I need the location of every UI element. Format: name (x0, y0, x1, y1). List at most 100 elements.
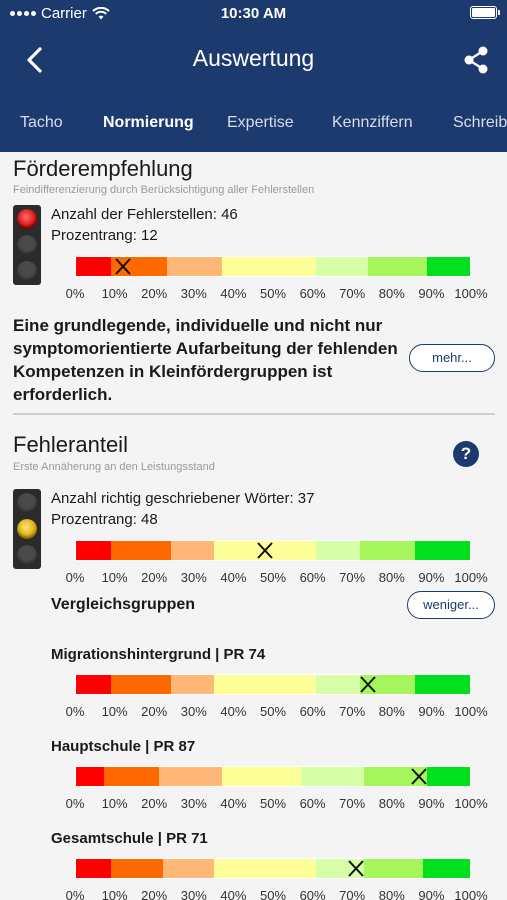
tick-label: 60% (299, 888, 326, 900)
tick-label: 10% (101, 796, 128, 811)
tick-label: 0% (65, 704, 85, 719)
tick-label: 20% (141, 704, 168, 719)
scale-segment (111, 541, 171, 560)
less-button[interactable]: weniger... (407, 591, 495, 619)
tick-label: 70% (339, 888, 366, 900)
section-subtitle-foerderempfehlung: Feindifferenzierung durch Berücksichtigu… (13, 184, 315, 196)
tick-label: 50% (259, 570, 287, 585)
tick-label: 60% (299, 286, 326, 301)
tab-bar: Tacho Normierung Expertise Kennziffern S… (0, 108, 507, 138)
battery-icon (470, 6, 500, 19)
fehlerstellen-count: Anzahl der Fehlerstellen: 46 (51, 206, 238, 223)
scale-segment (170, 541, 214, 560)
scale-segment (316, 541, 360, 560)
section-title-foerderempfehlung: Förderempfehlung (13, 156, 193, 181)
back-button[interactable] (18, 44, 52, 76)
scale-bar (75, 540, 471, 561)
tab-schreib[interactable]: Schreib (453, 114, 507, 131)
scale-bar (75, 256, 471, 277)
traffic-lamp-red (17, 493, 37, 513)
tick-label: 80% (378, 704, 405, 719)
divider (13, 413, 495, 415)
tick-label: 100% (454, 888, 488, 900)
scale-segment (170, 675, 214, 694)
scale-segment (300, 767, 364, 786)
page-title: Auswertung (192, 45, 315, 71)
tick-label: 60% (299, 704, 326, 719)
tick-label: 60% (299, 796, 326, 811)
tab-normierung[interactable]: Normierung (103, 114, 194, 131)
tick-label: 10% (101, 286, 128, 301)
tick-label: 90% (418, 704, 445, 719)
carrier-label: Carrier (41, 5, 87, 22)
scale-segment (316, 257, 368, 276)
tick-label: 40% (220, 888, 247, 900)
tab-kennziffern[interactable]: Kennziffern (332, 114, 413, 131)
tick-label: 100% (454, 796, 488, 811)
group-label-hauptschule: Hauptschule | PR 87 (51, 738, 196, 755)
tick-label: 20% (141, 888, 168, 900)
tick-label: 70% (339, 570, 366, 585)
scale-ticks: 0% 10% 20% 30% 40% 50% 60% 70% 80% 90% 100% (66, 286, 488, 301)
scale-segment (76, 257, 112, 276)
scale-segment (359, 541, 415, 560)
more-button[interactable]: mehr... (409, 344, 495, 372)
percentile-marker (257, 542, 273, 559)
tick-label: 30% (180, 286, 207, 301)
scale-segment (359, 675, 415, 694)
scale-segment (363, 859, 423, 878)
tick-label: 100% (454, 570, 488, 585)
scale-segment (166, 257, 222, 276)
scale-segment (426, 257, 470, 276)
scale-segment (213, 859, 317, 878)
scale-segment (76, 767, 104, 786)
scale-ticks: 0% 10% 20% 30% 40% 50% 60% 70% 80% 90% 100% (66, 570, 488, 585)
group-label-migration: Migrationshintergrund | PR 74 (51, 646, 266, 663)
traffic-light-icon (13, 205, 41, 285)
share-button[interactable] (461, 44, 491, 76)
header: Carrier 10:30 AM Auswertung Tacho Normie… (0, 0, 507, 152)
recommendation-text: Eine grundlegende, individuelle und nich… (13, 316, 398, 404)
tick-label: 50% (259, 286, 287, 301)
fehleranteil-prozentrang: Prozentrang: 48 (51, 511, 158, 528)
foerder-prozentrang: Prozentrang: 12 (51, 227, 158, 244)
tick-label: 40% (220, 286, 247, 301)
tick-label: 40% (220, 570, 247, 585)
tick-label: 10% (101, 570, 128, 585)
traffic-light-icon (13, 489, 41, 569)
tick-label: 0% (65, 286, 85, 301)
scale-ticks: 0% 10% 20% 30% 40% 50% 60% 70% 80% 90% 100% (66, 704, 488, 719)
main-content[interactable]: Förderempfehlung Feindifferenzierung dur… (0, 152, 507, 900)
scale-segment (367, 257, 427, 276)
tick-label: 0% (65, 888, 85, 900)
scale-segment (213, 675, 317, 694)
scale-bar (75, 674, 471, 695)
tick-label: 90% (418, 888, 445, 900)
traffic-lamp-yellow (17, 235, 37, 255)
traffic-lamp-red (17, 209, 37, 229)
tick-label: 80% (378, 796, 405, 811)
richtige-woerter-count: Anzahl richtig geschriebener Wörter: 37 (51, 490, 315, 507)
tick-label: 30% (180, 796, 207, 811)
foerder-info: Anzahl der Fehlerstellen: 46 Prozentrang… (51, 204, 238, 246)
tab-expertise[interactable]: Expertise (227, 114, 294, 131)
scale-segment (76, 675, 112, 694)
tick-label: 20% (141, 286, 168, 301)
scale-segment (221, 767, 301, 786)
tick-label: 50% (259, 704, 287, 719)
scale-segment (162, 859, 214, 878)
status-bar: Carrier 10:30 AM (0, 0, 507, 26)
tick-label: 50% (259, 888, 287, 900)
scale-bar (75, 858, 471, 879)
tick-label: 90% (418, 286, 445, 301)
tab-tacho[interactable]: Tacho (20, 114, 63, 131)
section-title-fehleranteil: Fehleranteil (13, 432, 128, 457)
question-icon[interactable]: ? (453, 441, 479, 467)
tick-label: 80% (378, 286, 405, 301)
section-subtitle-fehleranteil: Erste Annäherung an den Leistungsstand (13, 461, 215, 473)
tick-label: 70% (339, 286, 366, 301)
group-label-gesamtschule: Gesamtschule | PR 71 (51, 830, 208, 847)
tick-label: 80% (378, 570, 405, 585)
scale-ticks: 0% 10% 20% 30% 40% 50% 60% 70% 80% 90% 100% (66, 796, 488, 811)
tick-label: 20% (141, 570, 168, 585)
